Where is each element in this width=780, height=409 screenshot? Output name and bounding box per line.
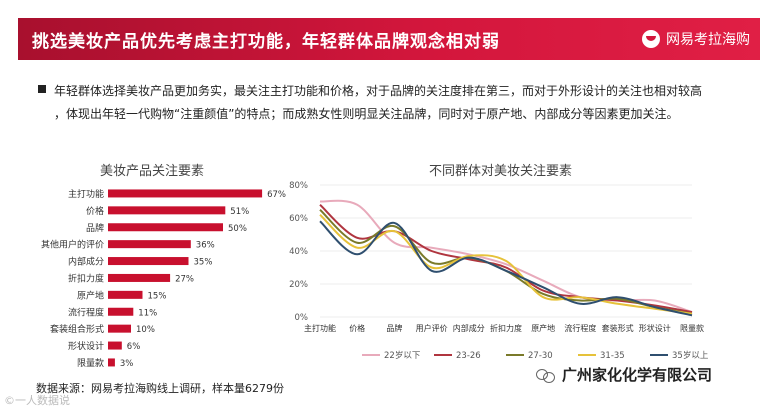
description-line-2: ，体现出年轻一代购物“注重颜值”的特点；而成熟女性则明显关注品牌，同时对于原产地… xyxy=(54,107,679,121)
data-source: 数据来源：网易考拉海购线上调研，样本量6279份 xyxy=(36,382,284,395)
page-title: 挑选美妆产品优先考虑主打功能，年轻群体品牌观念相对弱 xyxy=(32,32,500,52)
bar-category-label: 品牌 xyxy=(86,222,104,234)
x-tick-label: 内部成分 xyxy=(453,323,485,333)
series-line xyxy=(319,204,693,314)
bar-value-label: 35% xyxy=(194,258,213,268)
bar-category-label: 限量款 xyxy=(77,357,104,369)
bar-category-label: 套装组合形式 xyxy=(50,323,104,335)
bar-category-label: 价格 xyxy=(86,205,104,217)
watermark-company: 广州家化化学有限公司 xyxy=(562,366,713,384)
brand: 网易考拉海购 xyxy=(642,29,750,49)
series-line xyxy=(319,199,693,314)
bar xyxy=(108,341,122,350)
x-tick-label: 主打功能 xyxy=(304,323,336,333)
legend-label: 31-35 xyxy=(600,351,625,361)
brand-logo-icon xyxy=(642,30,660,48)
x-tick-label: 原产地 xyxy=(531,323,555,333)
x-tick-label: 折扣力度 xyxy=(490,323,522,333)
x-tick-label: 用户评价 xyxy=(416,323,448,333)
x-tick-label: 套装形式 xyxy=(602,323,634,333)
legend-label: 22岁以下 xyxy=(384,350,421,361)
wechat-icon xyxy=(536,367,556,383)
y-tick-label: 40% xyxy=(289,247,308,257)
x-tick-label: 品牌 xyxy=(386,323,402,333)
bar xyxy=(108,273,171,282)
bar xyxy=(108,324,131,333)
bar-category-label: 内部成分 xyxy=(68,256,104,268)
bar xyxy=(108,223,223,232)
y-tick-label: 20% xyxy=(289,280,308,290)
watermark-right: 广州家化化学有限公司 xyxy=(536,364,712,385)
y-tick-label: 0% xyxy=(295,313,309,323)
x-tick-label: 价格 xyxy=(349,323,365,333)
bar-chart: 主打功能 67% 价格 51% 品牌 50% 其他用户的评价 36% 内部成分 35% 折扣力度 27… xyxy=(41,188,286,369)
bar-value-label: 51% xyxy=(230,207,249,217)
line-chart-title: 不同群体对美妆关注要素 xyxy=(429,164,573,179)
bar-category-label: 其他用户的评价 xyxy=(41,239,104,251)
legend-label: 23-26 xyxy=(456,351,481,361)
x-tick-label: 限量款 xyxy=(680,323,704,333)
bar-value-label: 15% xyxy=(148,291,167,301)
description-line-1: 年轻群体选择美妆产品更加务实，最关注主打功能和价格，对于品牌的关注度排在第三，而… xyxy=(54,84,703,98)
series-line xyxy=(319,220,693,317)
bar xyxy=(108,206,226,215)
bar-value-label: 36% xyxy=(196,241,215,251)
bar-value-label: 50% xyxy=(228,224,247,234)
header-banner: 挑选美妆产品优先考虑主打功能，年轻群体品牌观念相对弱 网易考拉海购 xyxy=(18,18,760,60)
brand-name: 网易考拉海购 xyxy=(666,32,750,48)
line-chart: 0% 20% 40% 60% 80% 主打功能 价格 品牌 用户评价 内部成分 折扣力度 原产地 流行程… xyxy=(289,181,709,361)
y-tick-label: 80% xyxy=(289,181,308,191)
bar-value-label: 6% xyxy=(127,342,141,352)
y-tick-label: 60% xyxy=(289,214,308,224)
x-tick-label: 形状设计 xyxy=(639,323,671,333)
bar-value-label: 27% xyxy=(175,274,194,284)
legend-label: 27-30 xyxy=(528,351,553,361)
series-line xyxy=(319,213,693,315)
bar xyxy=(108,257,189,266)
bar xyxy=(108,307,134,316)
bar-chart-title: 美妆产品关注要素 xyxy=(100,164,205,179)
bar-category-label: 原产地 xyxy=(77,289,104,301)
bar-value-label: 67% xyxy=(267,190,286,200)
legend-label: 35岁以上 xyxy=(672,350,709,361)
bar-category-label: 主打功能 xyxy=(68,188,104,200)
bar xyxy=(108,240,191,249)
bar-category-label: 流行程度 xyxy=(68,306,104,318)
bar-value-label: 11% xyxy=(138,308,157,318)
bar xyxy=(108,290,143,299)
bar-category-label: 形状设计 xyxy=(68,340,104,352)
bar-value-label: 3% xyxy=(120,359,133,369)
bar xyxy=(108,358,115,367)
bar xyxy=(108,189,263,198)
watermark-left: ©一人数据说 xyxy=(4,394,70,407)
bar-value-label: 10% xyxy=(136,325,155,335)
description: 年轻群体选择美妆产品更加务实，最关注主打功能和价格，对于品牌的关注度排在第三，而… xyxy=(54,80,734,126)
bullet-square-icon xyxy=(38,85,46,93)
x-tick-label: 流行程度 xyxy=(564,323,596,333)
bar-category-label: 折扣力度 xyxy=(68,272,104,284)
